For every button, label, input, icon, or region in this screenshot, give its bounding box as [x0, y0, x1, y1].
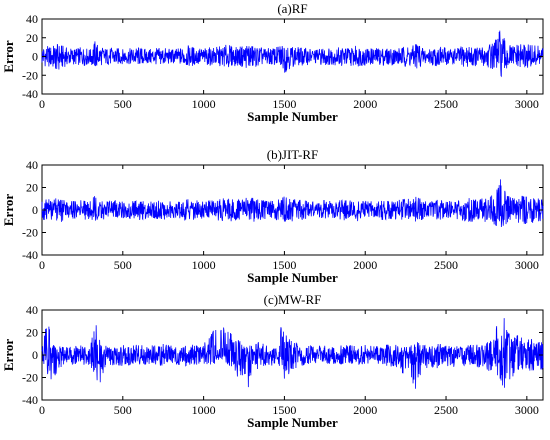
x-axis-label-jit-rf: Sample Number	[247, 270, 338, 285]
x-tick-label-rf: 1000	[192, 97, 216, 111]
x-tick-label-jit-rf: 1000	[192, 258, 216, 272]
error-series-mw-rf	[41, 318, 544, 389]
panel-title-mw-rf: (c)MW-RF	[264, 292, 322, 307]
x-tick-label-jit-rf: 500	[114, 258, 132, 272]
x-axis-label-rf: Sample Number	[247, 109, 338, 124]
y-tick-label-mw-rf: -40	[22, 393, 38, 407]
x-tick-label-rf: 2500	[434, 97, 458, 111]
x-tick-label-mw-rf: 0	[39, 403, 45, 417]
y-axis-label-rf: Error	[1, 40, 16, 72]
y-axis-label-mw-rf: Error	[1, 339, 16, 371]
x-tick-label-rf: 2000	[353, 97, 377, 111]
x-tick-label-jit-rf: 3000	[515, 258, 539, 272]
y-tick-label-rf: -20	[22, 68, 38, 82]
x-tick-label-mw-rf: 3000	[515, 403, 539, 417]
y-tick-label-rf: 20	[26, 31, 38, 45]
x-tick-label-rf: 500	[114, 97, 132, 111]
y-axis-label-jit-rf: Error	[1, 194, 16, 226]
x-tick-label-rf: 1500	[272, 97, 296, 111]
y-tick-label-mw-rf: 40	[26, 303, 38, 317]
x-tick-label-mw-rf: 1000	[192, 403, 216, 417]
y-tick-label-rf: -40	[22, 87, 38, 101]
y-tick-label-rf: 0	[32, 50, 38, 64]
y-tick-label-mw-rf: 0	[32, 348, 38, 362]
x-tick-label-jit-rf: 2000	[353, 258, 377, 272]
panel-title-rf: (a)RF	[277, 1, 307, 16]
x-tick-label-mw-rf: 2500	[434, 403, 458, 417]
y-tick-label-jit-rf: -40	[22, 248, 38, 262]
x-tick-label-jit-rf: 1500	[272, 258, 296, 272]
error-series-jit-rf	[41, 179, 544, 228]
y-tick-label-jit-rf: -20	[22, 226, 38, 240]
x-tick-label-mw-rf: 2000	[353, 403, 377, 417]
x-tick-label-jit-rf: 0	[39, 258, 45, 272]
y-tick-label-rf: 40	[26, 12, 38, 26]
x-tick-label-rf: 0	[39, 97, 45, 111]
y-tick-label-mw-rf: 20	[26, 326, 38, 340]
y-tick-label-jit-rf: 20	[26, 181, 38, 195]
y-tick-label-mw-rf: -20	[22, 371, 38, 385]
panel-title-jit-rf: (b)JIT-RF	[267, 147, 319, 162]
y-tick-label-jit-rf: 40	[26, 158, 38, 172]
y-tick-label-jit-rf: 0	[32, 203, 38, 217]
x-tick-label-mw-rf: 500	[114, 403, 132, 417]
error-series-rf	[41, 30, 544, 78]
x-axis-label-mw-rf: Sample Number	[247, 415, 338, 430]
x-tick-label-rf: 3000	[515, 97, 539, 111]
x-tick-label-mw-rf: 1500	[272, 403, 296, 417]
x-tick-label-jit-rf: 2500	[434, 258, 458, 272]
